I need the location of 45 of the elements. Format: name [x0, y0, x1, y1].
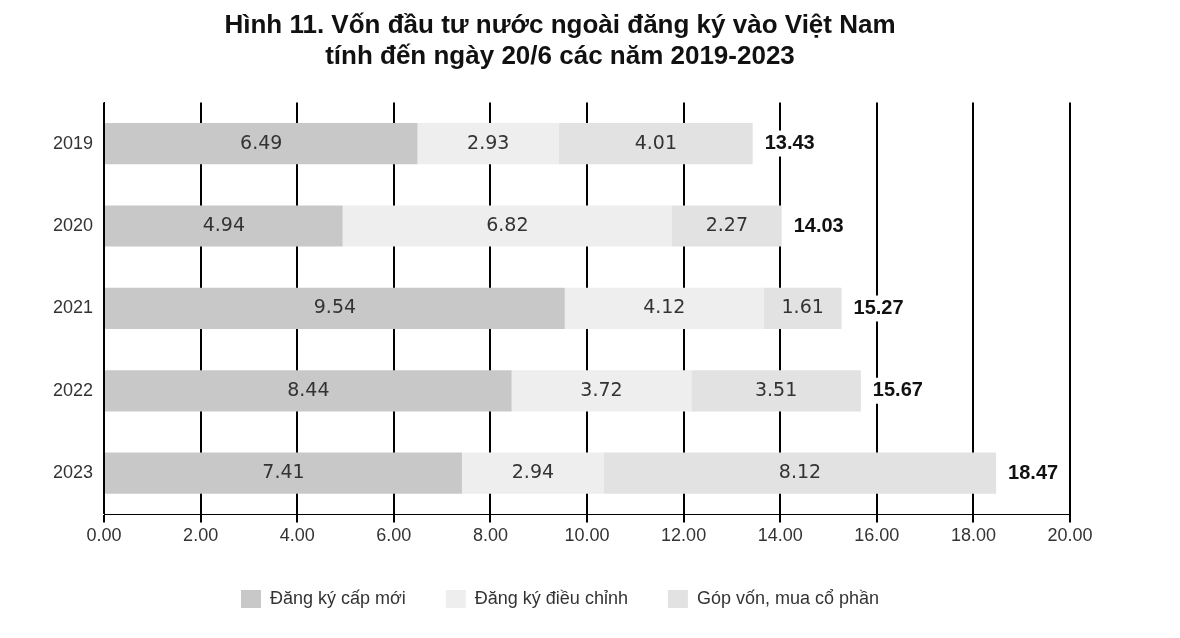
data-label: 4.01: [634, 130, 677, 153]
data-label: 2.93: [467, 130, 510, 153]
legend-label: Góp vốn, mua cổ phần: [696, 587, 880, 608]
data-label: 9.54: [313, 295, 357, 318]
x-tick-label: 12.00: [661, 525, 707, 546]
bar: [105, 452, 462, 494]
total-label: 15.27: [853, 295, 904, 318]
data-label: 3.72: [580, 377, 623, 400]
x-tick-label: 4.00: [279, 525, 315, 546]
x-tick-label: 20.00: [1047, 525, 1093, 546]
data-label: 6.82: [486, 212, 529, 235]
bar: [105, 370, 512, 412]
bar: [105, 123, 418, 165]
data-label: 4.12: [643, 295, 686, 318]
bar: [105, 287, 565, 329]
y-tick-label: 2022: [53, 379, 94, 400]
x-tick-label: 6.00: [376, 525, 412, 546]
y-tick-label: 2021: [53, 297, 94, 318]
x-tick-label: 14.00: [757, 525, 803, 546]
x-tick-label: 0.00: [86, 525, 122, 546]
data-label: 6.49: [240, 130, 283, 153]
x-tick-label: 18.00: [950, 525, 996, 546]
total-label: 18.47: [1008, 460, 1059, 483]
x-tick-label: 10.00: [564, 525, 610, 546]
data-label: 4.94: [202, 212, 245, 235]
data-label: 8.12: [778, 460, 822, 483]
chart-title: Hình 11. Vốn đầu tư nước ngoài đăng ký vào Việt Nam tính đến ngày 20/6 các năm 2019-2023: [224, 8, 896, 70]
x-tick-label: 16.00: [854, 525, 900, 546]
data-label: 8.44: [287, 377, 330, 400]
data-label: 1.61: [781, 295, 824, 318]
data-label: 2.94: [511, 460, 555, 483]
y-tick-label: 2019: [53, 132, 94, 153]
x-tick-label: 2.00: [183, 525, 219, 546]
legend-label: Đăng ký điều chỉnh: [474, 587, 628, 608]
data-label: 7.41: [262, 460, 305, 483]
total-label: 14.03: [793, 213, 844, 236]
total-label: 15.67: [872, 378, 923, 401]
y-tick-label: 2020: [53, 214, 94, 235]
legend-label: Đăng ký cấp mới: [269, 587, 406, 608]
x-tick-label: 8.00: [472, 525, 508, 546]
data-label: 2.27: [705, 212, 748, 235]
data-label: 3.51: [754, 377, 798, 400]
y-tick-label: 2023: [53, 462, 94, 483]
total-label: 13.43: [764, 131, 815, 154]
bar: [105, 205, 343, 247]
